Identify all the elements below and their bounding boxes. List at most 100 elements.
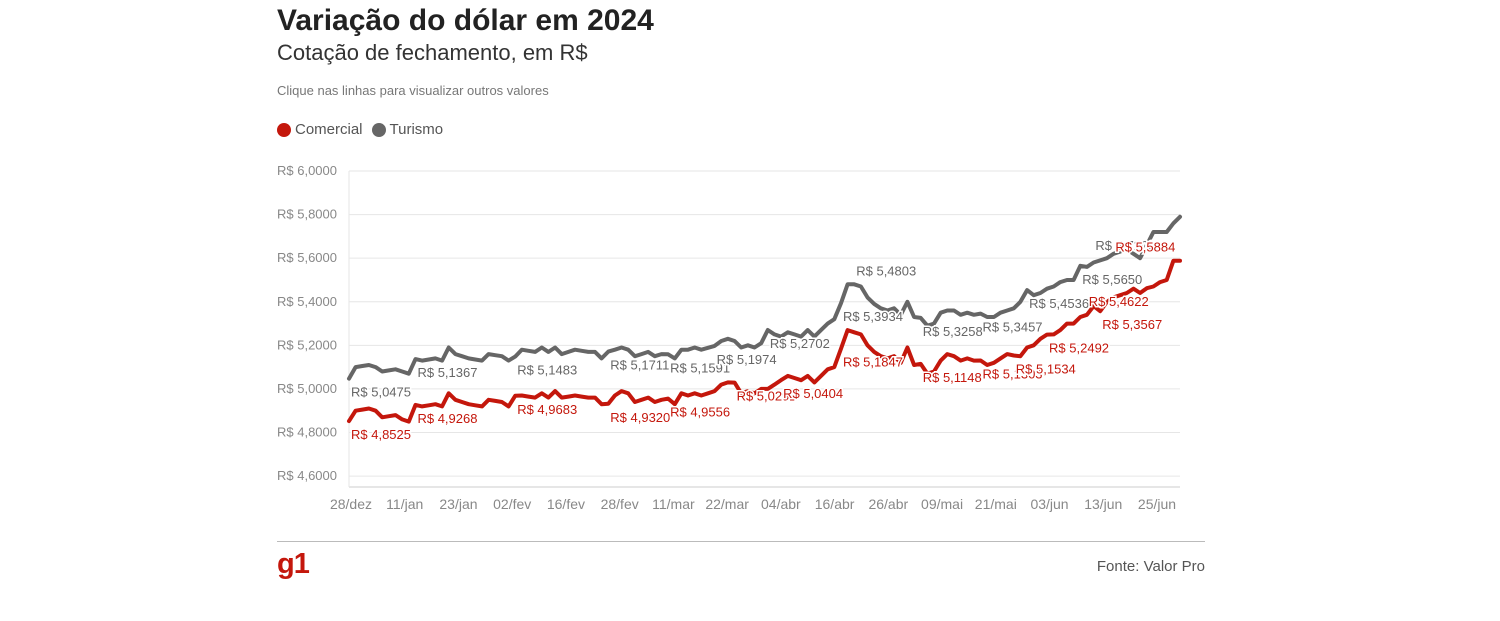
data-point-comercial[interactable] [1072, 322, 1075, 325]
data-point-comercial[interactable] [414, 403, 417, 407]
data-point-turismo[interactable] [1145, 243, 1149, 247]
data-point-comercial[interactable] [507, 405, 510, 408]
data-point-turismo[interactable] [633, 355, 637, 358]
data-point-comercial[interactable] [919, 362, 922, 366]
data-point-comercial[interactable] [427, 404, 430, 407]
data-point-turismo[interactable] [1152, 230, 1155, 234]
data-point-turismo[interactable] [494, 354, 497, 357]
data-point-turismo[interactable] [806, 328, 809, 332]
data-point-comercial[interactable] [500, 400, 504, 404]
data-point-comercial[interactable] [1065, 322, 1069, 325]
data-point-turismo[interactable] [886, 309, 889, 312]
data-point-turismo[interactable] [839, 302, 843, 305]
data-point-turismo[interactable] [966, 311, 969, 314]
series-line-comercial[interactable] [347, 258, 1182, 424]
data-point-comercial[interactable] [912, 363, 916, 367]
data-point-turismo[interactable] [1059, 280, 1062, 284]
data-point-turismo[interactable] [720, 339, 723, 343]
data-point-turismo[interactable] [547, 350, 550, 354]
data-point-turismo[interactable] [946, 309, 949, 312]
data-point-comercial[interactable] [746, 389, 750, 393]
data-point-comercial[interactable] [1079, 315, 1082, 319]
data-point-comercial[interactable] [700, 394, 703, 397]
data-point-turismo[interactable] [833, 318, 836, 321]
data-point-turismo[interactable] [480, 359, 484, 362]
data-point-comercial[interactable] [992, 361, 996, 364]
data-point-turismo[interactable] [1125, 248, 1129, 251]
data-point-comercial[interactable] [972, 359, 976, 362]
data-point-turismo[interactable] [613, 348, 617, 351]
data-point-turismo[interactable] [600, 357, 603, 360]
data-point-comercial[interactable] [946, 352, 949, 356]
data-point-comercial[interactable] [607, 402, 610, 405]
data-point-comercial[interactable] [1105, 300, 1109, 303]
data-point-comercial[interactable] [886, 357, 889, 360]
data-point-comercial[interactable] [533, 396, 537, 399]
data-point-comercial[interactable] [440, 405, 444, 408]
data-point-turismo[interactable] [1052, 285, 1055, 288]
data-point-comercial[interactable] [587, 396, 590, 399]
series-line-turismo[interactable] [347, 214, 1182, 381]
data-point-comercial[interactable] [547, 396, 550, 399]
data-point-turismo[interactable] [640, 352, 643, 356]
data-point-comercial[interactable] [826, 368, 829, 371]
data-point-comercial[interactable] [779, 378, 783, 382]
data-point-turismo[interactable] [507, 359, 510, 362]
data-point-comercial[interactable] [1119, 294, 1122, 297]
data-point-comercial[interactable] [1099, 310, 1102, 313]
data-point-turismo[interactable] [939, 311, 942, 314]
legend-item-turismo[interactable]: Turismo [371, 121, 443, 138]
data-point-comercial[interactable] [959, 359, 962, 362]
data-point-comercial[interactable] [819, 374, 823, 378]
data-point-comercial[interactable] [833, 365, 836, 369]
data-point-turismo[interactable] [686, 348, 690, 351]
data-point-turismo[interactable] [1019, 300, 1022, 303]
data-point-comercial[interactable] [999, 357, 1002, 360]
data-point-turismo[interactable] [986, 315, 989, 319]
data-point-turismo[interactable] [700, 348, 703, 351]
data-point-comercial[interactable] [799, 379, 803, 382]
data-point-turismo[interactable] [892, 307, 896, 310]
data-point-turismo[interactable] [627, 348, 630, 351]
data-point-comercial[interactable] [892, 355, 896, 358]
data-point-comercial[interactable] [627, 392, 630, 395]
data-point-comercial[interactable] [813, 381, 816, 384]
data-point-comercial[interactable] [1045, 333, 1049, 336]
data-point-comercial[interactable] [1172, 259, 1175, 262]
data-point-turismo[interactable] [760, 342, 763, 345]
data-point-comercial[interactable] [420, 405, 424, 408]
data-point-comercial[interactable] [367, 407, 371, 410]
legend-item-comercial[interactable]: Comercial [277, 121, 363, 138]
data-point-comercial[interactable] [1138, 291, 1142, 295]
data-point-comercial[interactable] [434, 403, 437, 406]
data-point-comercial[interactable] [846, 328, 849, 332]
data-point-comercial[interactable] [859, 333, 863, 336]
data-point-comercial[interactable] [673, 403, 676, 406]
data-point-comercial[interactable] [567, 395, 570, 398]
data-point-turismo[interactable] [859, 285, 863, 288]
data-point-comercial[interactable] [906, 346, 909, 349]
data-point-turismo[interactable] [1165, 230, 1168, 234]
data-point-turismo[interactable] [607, 350, 610, 353]
data-point-turismo[interactable] [593, 350, 597, 354]
data-point-comercial[interactable] [1006, 352, 1009, 356]
data-point-turismo[interactable] [799, 335, 803, 338]
data-point-comercial[interactable] [866, 344, 869, 347]
data-point-turismo[interactable] [660, 352, 663, 356]
data-point-comercial[interactable] [793, 376, 796, 380]
data-point-turismo[interactable] [394, 368, 397, 371]
data-point-turismo[interactable] [620, 346, 623, 349]
data-point-comercial[interactable] [1125, 291, 1129, 295]
data-point-turismo[interactable] [1105, 257, 1109, 260]
data-point-turismo[interactable] [1132, 252, 1135, 255]
data-point-turismo[interactable] [673, 357, 676, 360]
data-point-comercial[interactable] [1165, 278, 1168, 282]
data-point-comercial[interactable] [540, 392, 543, 395]
data-point-turismo[interactable] [354, 365, 357, 369]
data-point-turismo[interactable] [726, 337, 730, 340]
data-point-turismo[interactable] [440, 359, 444, 362]
data-point-comercial[interactable] [454, 398, 457, 401]
data-point-comercial[interactable] [926, 372, 929, 375]
data-point-comercial[interactable] [354, 409, 357, 412]
data-point-turismo[interactable] [906, 300, 909, 303]
